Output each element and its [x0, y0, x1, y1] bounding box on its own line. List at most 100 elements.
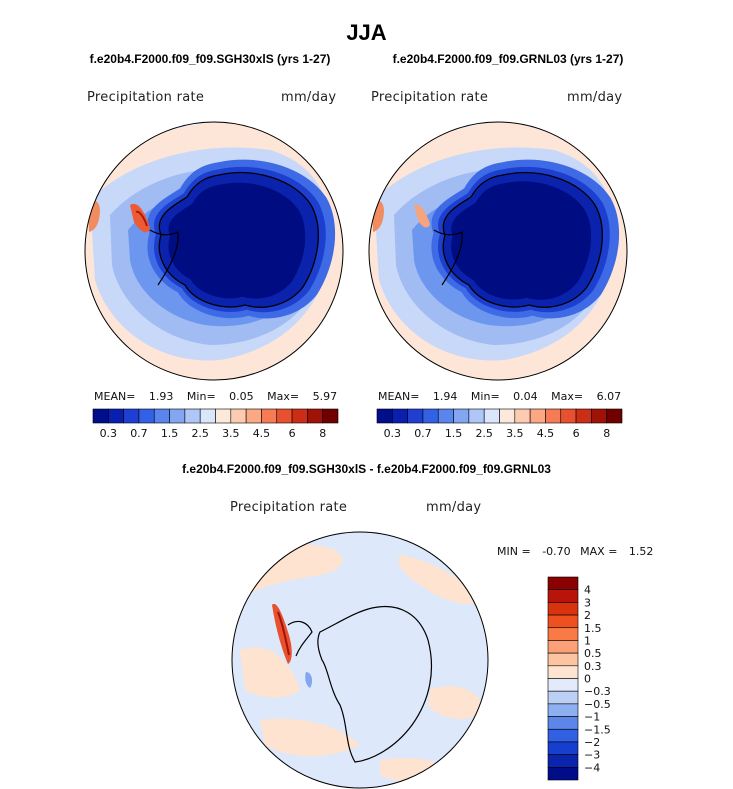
max-value: 1.52 [628, 545, 654, 558]
colorbar-box [92, 408, 109, 424]
colorbar-box [453, 408, 470, 424]
colorbar-box [169, 408, 186, 424]
colorbar-tick-label: −3 [584, 749, 600, 762]
colorbar-left: 0.3 0.7 1.5 2.5 3.5 4.5 6 8 [92, 408, 339, 440]
colorbar-tick-label: −2 [584, 736, 600, 749]
panel-right-stats: MEAN= 1.94 Min= 0.04 Max= 6.07 [378, 390, 638, 403]
colorbar-tick-label: 1 [584, 634, 591, 647]
colorbar-tick-label: 0.3 [384, 427, 402, 440]
min-label: Min= [470, 390, 500, 403]
colorbar-tick-label: −4 [584, 761, 600, 774]
panel-right-case-title: f.e20b4.F2000.f09_f09.GRNL03 (yrs 1-27) [392, 52, 624, 66]
colorbar-box [575, 408, 592, 424]
colorbar-tick-label: 2.5 [475, 427, 493, 440]
min-value: 0.05 [229, 390, 254, 403]
colorbar-tick-label: −0.5 [584, 698, 611, 711]
colorbar-tick-label: 4.5 [253, 427, 271, 440]
min-value: 0.04 [513, 390, 538, 403]
colorbar-box [215, 408, 232, 424]
colorbar-box [123, 408, 140, 424]
colorbar-right: 0.3 0.7 1.5 2.5 3.5 4.5 6 8 [376, 408, 623, 440]
colorbar-tick-label: 3 [584, 596, 591, 609]
mean-value: 1.93 [148, 390, 174, 403]
colorbar-box [547, 767, 579, 781]
difference-stats: MIN = -0.70 MAX = 1.52 [497, 545, 697, 558]
colorbar-box [606, 408, 623, 424]
colorbar-tick-label: 2 [584, 609, 591, 622]
colorbar-tick-label: −1.5 [584, 723, 611, 736]
colorbar-tick-label: 1.5 [445, 427, 463, 440]
colorbar-box [307, 408, 323, 424]
colorbar-box [547, 627, 579, 641]
colorbar-box [499, 408, 516, 424]
colorbar-tick-label: 2.5 [191, 427, 209, 440]
difference-title: f.e20b4.F2000.f09_f09.SGH30xlS - f.e20b4… [182, 462, 551, 476]
max-label: Max= [267, 390, 300, 403]
panel-left-case-title: f.e20b4.F2000.f09_f09.SGH30xlS (yrs 1-27… [89, 52, 331, 66]
colorbar-box [547, 754, 579, 768]
colorbar-box [230, 408, 247, 424]
colorbar-box [261, 408, 278, 424]
colorbar-box [529, 408, 546, 424]
colorbar-box [376, 408, 393, 424]
colorbar-box [407, 408, 424, 424]
colorbar-box [547, 589, 579, 603]
colorbar-box [547, 576, 579, 590]
colorbar-box [547, 678, 579, 692]
colorbar-tick-label: 0.3 [584, 660, 602, 673]
colorbar-box [291, 408, 308, 424]
colorbar-tick-label: 0.7 [414, 427, 432, 440]
panel-right-variable: Precipitation rate [371, 90, 489, 105]
colorbar-box [547, 716, 579, 730]
max-value: 6.07 [596, 390, 622, 403]
colorbar-box [245, 408, 262, 424]
mean-label: MEAN= [94, 390, 136, 403]
colorbar-tick-label: 0.3 [100, 427, 118, 440]
colorbar-box [545, 408, 562, 424]
colorbar-tick-label: −1 [584, 711, 600, 724]
colorbar-box [483, 408, 500, 424]
max-label: MAX = [580, 545, 618, 558]
colorbar-box [199, 408, 216, 424]
colorbar-box [547, 665, 579, 679]
colorbar-box [547, 728, 579, 743]
min-label: MIN = [497, 545, 531, 558]
colorbar-box [547, 652, 579, 667]
colorbar-box [547, 703, 579, 717]
colorbar-box [108, 408, 124, 424]
colorbar-tick-label: 1.5 [584, 622, 602, 635]
colorbar-tick-label: 3.5 [222, 427, 240, 440]
colorbar-box [422, 408, 439, 424]
colorbar-box [153, 408, 170, 424]
colorbar-tick-label: 6 [573, 427, 580, 440]
min-value: -0.70 [542, 545, 571, 558]
colorbar-box [547, 614, 579, 629]
colorbar-box [322, 408, 339, 424]
map-panel-left [85, 122, 343, 380]
colorbar-box [547, 741, 579, 755]
map-panel-right [369, 122, 627, 380]
min-label: Min= [186, 390, 216, 403]
colorbar-box [547, 690, 579, 705]
panel-right-units: mm/day [567, 90, 623, 105]
colorbar-tick-label: 1.5 [161, 427, 179, 440]
colorbar-tick-label: 8 [603, 427, 610, 440]
colorbar-box [514, 408, 531, 424]
difference-units: mm/day [426, 500, 482, 515]
colorbar-box [138, 408, 155, 424]
colorbar-tick-label: 4 [584, 584, 591, 597]
max-label: Max= [551, 390, 584, 403]
colorbar-tick-label: 0.5 [584, 647, 602, 660]
panel-left-variable: Precipitation rate [87, 90, 205, 105]
colorbar-tick-label: −0.3 [584, 685, 611, 698]
panel-left-stats: MEAN= 1.93 Min= 0.05 Max= 5.97 [94, 390, 344, 403]
colorbar-box [392, 408, 408, 424]
colorbar-box [547, 602, 579, 616]
max-value: 5.97 [312, 390, 338, 403]
colorbar-box [437, 408, 454, 424]
colorbar-box [547, 640, 579, 654]
colorbar-tick-label: 6 [289, 427, 296, 440]
colorbar-box [591, 408, 607, 424]
